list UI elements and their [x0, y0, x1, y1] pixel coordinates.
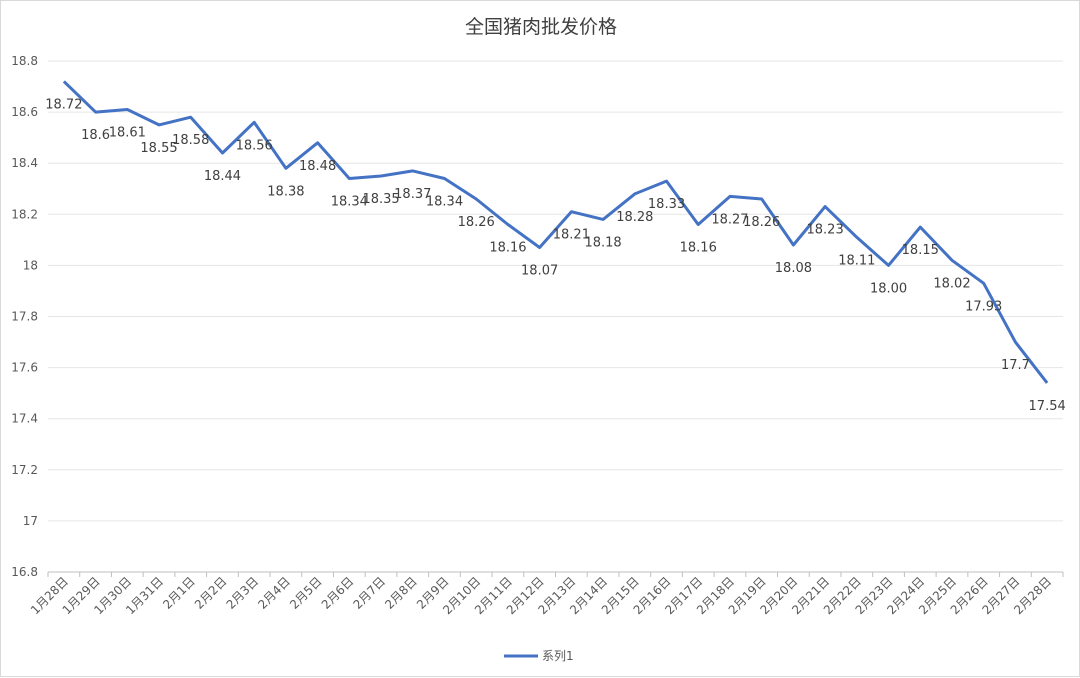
x-tick-label: 2月4日: [255, 574, 293, 612]
gridlines: [48, 60, 1063, 522]
data-label: 18.16: [489, 241, 526, 256]
data-label: 18.27: [711, 212, 748, 227]
chart-title: 全国猪肉批发价格: [465, 16, 617, 38]
data-label: 18.21: [553, 228, 590, 243]
data-label: 18.26: [458, 215, 495, 230]
data-label: 18.28: [616, 210, 653, 225]
x-tick-label: 2月1日: [160, 574, 198, 612]
data-label: 18.61: [109, 126, 146, 141]
x-tick-label: 2月5日: [287, 574, 325, 612]
data-label: 17.7: [1001, 358, 1030, 373]
y-tick-label: 16.8: [11, 565, 38, 579]
y-tick-label: 18.4: [11, 156, 38, 170]
y-tick-label: 17: [23, 514, 38, 528]
data-label: 18.58: [172, 133, 209, 148]
data-label: 18.16: [680, 241, 717, 256]
series-layer: [62, 80, 1049, 384]
y-tick-label: 18.8: [11, 54, 38, 68]
data-label: 18.35: [362, 192, 399, 207]
data-label: 18.23: [807, 223, 844, 238]
x-tick-label: 2月3日: [224, 574, 262, 612]
data-label: 18.34: [426, 195, 463, 210]
y-tick-label: 18.6: [11, 105, 38, 119]
data-label: 18.56: [236, 138, 273, 153]
legend: 系列1: [504, 649, 574, 663]
y-tick-label: 17.8: [11, 310, 38, 324]
data-label: 18.72: [45, 97, 82, 112]
y-axis: 16.8 17 17.2 17.4 17.6 17.8 18 18.2 18.4 18.6 18.8: [11, 54, 38, 579]
data-label: 18.02: [933, 276, 970, 291]
data-label: 18.55: [140, 141, 177, 156]
x-tick-label: 2月2日: [192, 574, 230, 612]
y-tick-label: 18: [23, 258, 38, 272]
data-label: 18.08: [775, 261, 812, 276]
data-label: 18.07: [521, 264, 558, 279]
legend-label: 系列1: [542, 649, 574, 663]
y-tick-label: 18.2: [11, 207, 38, 221]
data-label: 18.6: [81, 128, 110, 143]
data-label: 18.18: [584, 235, 621, 250]
y-tick-label: 17.4: [11, 412, 38, 426]
data-label: 18.15: [902, 243, 939, 258]
y-tick-label: 17.6: [11, 361, 38, 375]
series-line: [62, 80, 1049, 384]
data-label: 18.00: [870, 281, 907, 296]
data-label: 18.37: [394, 187, 431, 202]
data-label: 18.44: [204, 169, 241, 184]
data-label: 18.34: [331, 195, 368, 210]
data-label: 17.54: [1029, 399, 1066, 414]
data-label: 18.33: [648, 197, 685, 212]
data-label: 18.11: [838, 253, 875, 268]
data-label: 18.26: [743, 215, 780, 230]
data-label: 18.38: [267, 184, 304, 199]
x-tick-label: 2月8日: [382, 574, 420, 612]
data-label: 17.93: [965, 299, 1002, 314]
x-tick-label: 2月6日: [319, 574, 357, 612]
y-tick-label: 17.2: [11, 463, 38, 477]
data-label: 18.48: [299, 159, 336, 174]
x-axis: 1月28日1月29日1月30日1月31日2月1日2月2日2月3日2月4日2月5日…: [28, 571, 1064, 617]
x-tick-label: 2月7日: [350, 574, 388, 612]
